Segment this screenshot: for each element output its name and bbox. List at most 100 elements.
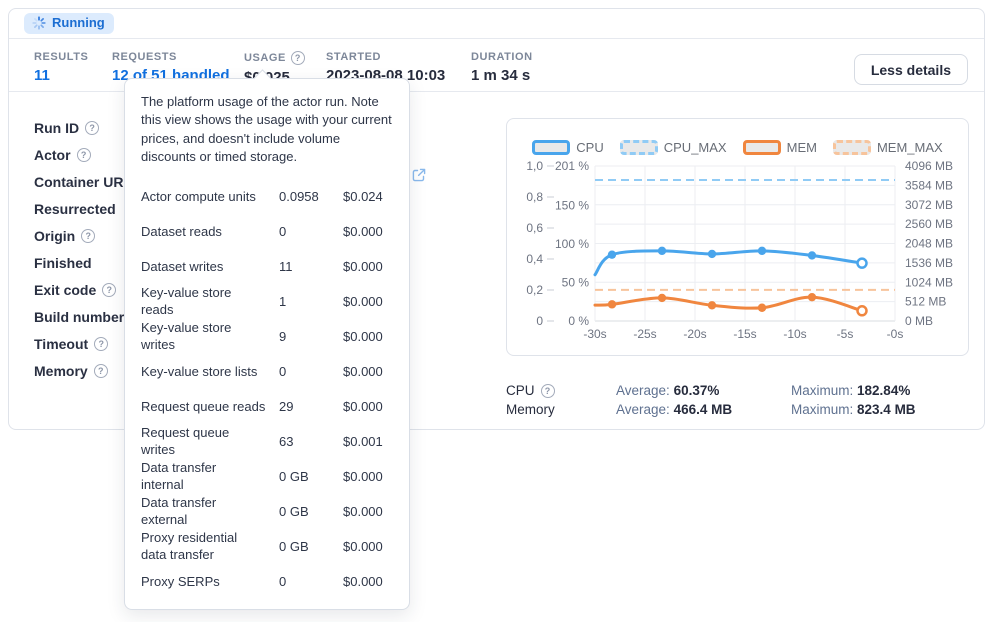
- field-row: Origin: [34, 222, 152, 249]
- help-icon[interactable]: [102, 282, 117, 297]
- field-row: Actor: [34, 141, 152, 168]
- memory-stats-row: Memory Average: 466.4 MB Maximum: 823.4 …: [506, 400, 969, 419]
- usage-item-label: Dataset reads: [141, 223, 222, 239]
- usage-table-row: Dataset writes 11 $0.000: [141, 249, 393, 284]
- stat-duration: DURATION 1 m 34 s: [471, 51, 533, 84]
- svg-text:-20s: -20s: [683, 327, 706, 341]
- usage-item-cost: $0.000: [343, 223, 383, 239]
- external-link-icon[interactable]: [411, 167, 427, 183]
- usage-item-cost: $0.024: [343, 188, 383, 204]
- usage-item-cost: $0.000: [343, 363, 383, 379]
- field-label: Build number: [34, 308, 125, 325]
- field-label: Run ID: [34, 119, 80, 136]
- legend-item-mem_max[interactable]: MEM_MAX: [832, 140, 943, 155]
- svg-text:3072 MB: 3072 MB: [905, 198, 953, 212]
- usage-item-quantity: 63: [279, 433, 294, 449]
- usage-item-label: Request queue writes: [141, 425, 230, 458]
- legend-item-cpu[interactable]: CPU: [532, 140, 604, 155]
- svg-text:4096 MB: 4096 MB: [905, 159, 953, 173]
- svg-text:-10s: -10s: [783, 327, 806, 341]
- usage-item-quantity: 29: [279, 398, 294, 414]
- usage-item-quantity: 0 GB: [279, 503, 309, 519]
- memory-maximum-value: 823.4 MB: [857, 402, 916, 417]
- svg-text:-0s: -0s: [887, 327, 904, 341]
- field-label: Memory: [34, 362, 88, 379]
- cpu-help-icon[interactable]: [540, 383, 555, 398]
- less-details-button[interactable]: Less details: [853, 54, 968, 85]
- usage-table-row: Key-value store lists 0 $0.000: [141, 354, 393, 389]
- legend-swatch: [619, 140, 658, 155]
- svg-text:1,0: 1,0: [526, 159, 543, 173]
- tooltip-usage-table: Actor compute units 0.0958 $0.024 Dataset r…: [141, 179, 393, 599]
- legend-swatch: [832, 140, 871, 155]
- usage-item-cost: $0.001: [343, 433, 383, 449]
- svg-text:0,8: 0,8: [526, 190, 543, 204]
- svg-text:50 %: 50 %: [562, 275, 590, 289]
- usage-help-icon[interactable]: [290, 51, 305, 65]
- usage-table-row: Actor compute units 0.0958 $0.024: [141, 179, 393, 214]
- help-icon[interactable]: [93, 363, 108, 378]
- stat-started-label: STARTED: [326, 51, 381, 63]
- svg-text:0 MB: 0 MB: [905, 314, 933, 328]
- usage-item-quantity: 0: [279, 223, 287, 239]
- help-icon[interactable]: [94, 336, 109, 351]
- legend-item-mem[interactable]: MEM: [742, 140, 817, 155]
- svg-text:201 %: 201 %: [555, 159, 589, 173]
- svg-text:0: 0: [536, 314, 543, 328]
- svg-text:100 %: 100 %: [555, 237, 589, 251]
- spinner-icon: [32, 16, 46, 30]
- svg-text:150 %: 150 %: [555, 198, 589, 212]
- usage-item-cost: $0.000: [343, 573, 383, 589]
- usage-item-quantity: 0: [279, 573, 287, 589]
- stat-results-label: RESULTS: [34, 51, 89, 63]
- usage-table-row: Data transfer internal 0 GB $0.000: [141, 459, 393, 494]
- field-row: Finished: [34, 249, 152, 276]
- usage-item-cost: $0.000: [343, 328, 383, 344]
- usage-item-cost: $0.000: [343, 503, 383, 519]
- legend-label: CPU_MAX: [663, 140, 727, 155]
- usage-chart-card: 4096 MB 3584 MB 3072 MB 2560 MB 2048 MB 1536 …: [506, 118, 969, 356]
- memory-label: Memory: [506, 402, 555, 417]
- svg-text:-15s: -15s: [733, 327, 756, 341]
- stat-usage-label: USAGE: [244, 52, 286, 64]
- stat-results: RESULTS 11: [34, 51, 88, 84]
- legend-label: CPU: [576, 140, 604, 155]
- usage-item-quantity: 11: [279, 258, 293, 274]
- svg-text:-30s: -30s: [583, 327, 606, 341]
- field-label: Finished: [34, 254, 92, 271]
- help-icon[interactable]: [85, 120, 100, 135]
- usage-item-quantity: 0: [279, 363, 287, 379]
- svg-text:0,2: 0,2: [526, 283, 543, 297]
- usage-item-cost: $0.000: [343, 293, 383, 309]
- tooltip-description: The platform usage of the actor run. Not…: [141, 94, 392, 165]
- resource-stats: CPU Average: 60.37% Maximum: 182.84% Mem…: [506, 381, 969, 419]
- usage-item-label: Request queue reads: [141, 398, 266, 414]
- svg-text:0,6: 0,6: [526, 221, 543, 235]
- svg-text:-25s: -25s: [633, 327, 656, 341]
- cpu-average-label: Average:: [616, 383, 670, 398]
- cpu-maximum-value: 182.84%: [857, 383, 911, 398]
- legend-item-cpu_max[interactable]: CPU_MAX: [619, 140, 727, 155]
- usage-item-label: Key-value store lists: [141, 363, 258, 379]
- usage-item-cost: $0.000: [343, 398, 383, 414]
- usage-item-quantity: 0.0958: [279, 188, 319, 204]
- usage-item-cost: $0.000: [343, 468, 383, 484]
- status-label: Running: [52, 15, 105, 30]
- usage-item-label: Key-value store writes: [141, 320, 232, 353]
- field-label: Origin: [34, 227, 76, 244]
- stat-duration-value: 1 m 34 s: [471, 67, 531, 84]
- svg-text:0 %: 0 %: [568, 314, 589, 328]
- stat-requests-label: REQUESTS: [112, 51, 177, 63]
- usage-item-cost: $0.000: [343, 258, 383, 274]
- usage-table-row: Dataset reads 0 $0.000: [141, 214, 393, 249]
- usage-item-label: Data transfer internal: [141, 460, 217, 493]
- help-icon[interactable]: [81, 228, 96, 243]
- usage-item-label: Dataset writes: [141, 258, 224, 274]
- svg-text:1024 MB: 1024 MB: [905, 275, 953, 289]
- run-fields: Run ID Actor Container URL Resurrected Origi…: [34, 114, 152, 384]
- usage-item-quantity: 1: [279, 293, 287, 309]
- help-icon[interactable]: [76, 147, 91, 162]
- field-row: Exit code: [34, 276, 152, 303]
- usage-item-quantity: 0 GB: [279, 468, 309, 484]
